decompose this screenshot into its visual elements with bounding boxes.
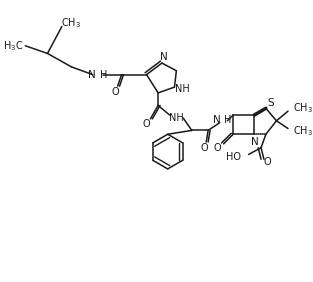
Text: H$_3$C: H$_3$C (3, 39, 23, 53)
Text: N: N (251, 137, 259, 147)
Text: O: O (112, 87, 120, 97)
Text: NH: NH (175, 84, 190, 94)
Text: CH$_3$: CH$_3$ (293, 124, 313, 138)
Text: NH: NH (169, 113, 184, 123)
Text: N: N (160, 52, 168, 62)
Text: O: O (263, 157, 271, 167)
Text: N: N (213, 115, 221, 125)
Text: O: O (200, 143, 208, 153)
Text: HO: HO (226, 152, 241, 162)
Text: H: H (224, 115, 232, 125)
Text: N: N (88, 70, 95, 80)
Text: O: O (214, 143, 222, 153)
Text: S: S (267, 98, 274, 109)
Text: CH$_3$: CH$_3$ (293, 102, 313, 115)
Text: H: H (100, 70, 108, 80)
Text: O: O (143, 119, 150, 129)
Text: CH$_3$: CH$_3$ (61, 16, 81, 30)
